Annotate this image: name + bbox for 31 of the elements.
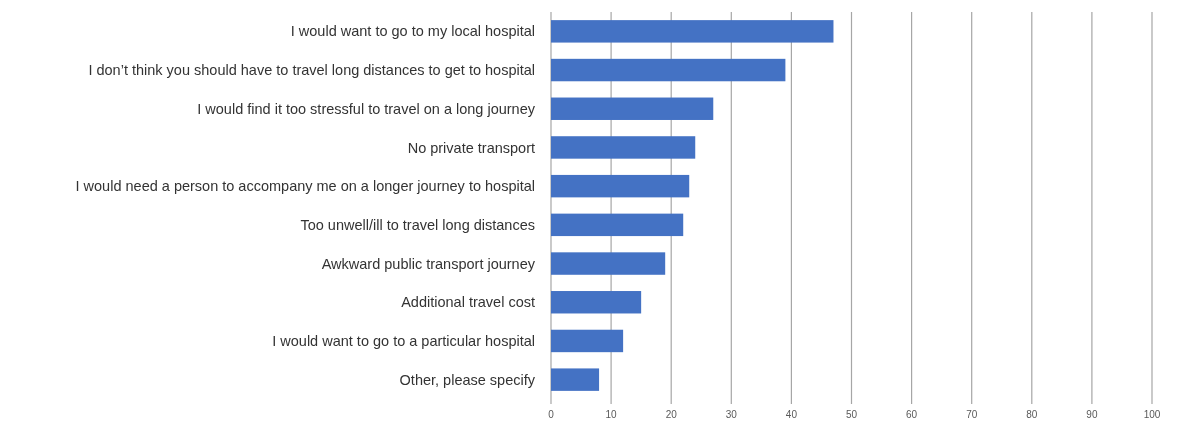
y-tick-label: I don’t think you should have to travel long distances to get to hospital bbox=[88, 62, 535, 79]
bar bbox=[551, 174, 690, 198]
x-tick-label: 90 bbox=[1086, 409, 1098, 420]
x-tick-label: 40 bbox=[785, 409, 798, 420]
y-tick-label: No private transport bbox=[407, 139, 535, 156]
y-tick-label: I would want to go to my local hospital bbox=[290, 23, 535, 40]
x-tick-label: 70 bbox=[966, 409, 978, 420]
x-tick-label: 20 bbox=[665, 409, 678, 420]
bar bbox=[551, 291, 642, 314]
x-tick-label: 30 bbox=[725, 409, 738, 420]
bar bbox=[551, 136, 696, 159]
y-tick-label: Additional travel cost bbox=[401, 294, 535, 311]
x-tick-label: 60 bbox=[906, 409, 918, 420]
bar bbox=[551, 20, 834, 43]
bar bbox=[551, 368, 600, 391]
y-tick-label: Other, please specify bbox=[399, 371, 536, 388]
y-tick-label: I would find it too stressful to travel on a long journey bbox=[197, 100, 536, 117]
bar bbox=[551, 97, 714, 120]
y-tick-label: I would want to go to a particular hospital bbox=[272, 333, 535, 350]
x-tick-label: 50 bbox=[845, 409, 858, 420]
y-tick-label: I would need a person to accompany me on a longer journey to hospital bbox=[75, 178, 535, 195]
x-tick-label: 80 bbox=[1026, 409, 1038, 420]
y-tick-label: Awkward public transport journey bbox=[321, 255, 536, 272]
x-tick-label: 10 bbox=[605, 409, 618, 420]
x-tick-label: 100 bbox=[1143, 409, 1161, 420]
y-tick-label: Too unwell/ill to travel long distances bbox=[300, 216, 535, 233]
bar bbox=[551, 252, 666, 275]
bar bbox=[551, 213, 684, 237]
bar bbox=[551, 58, 786, 82]
bar bbox=[551, 329, 624, 353]
x-tick-label: 0 bbox=[548, 409, 555, 420]
